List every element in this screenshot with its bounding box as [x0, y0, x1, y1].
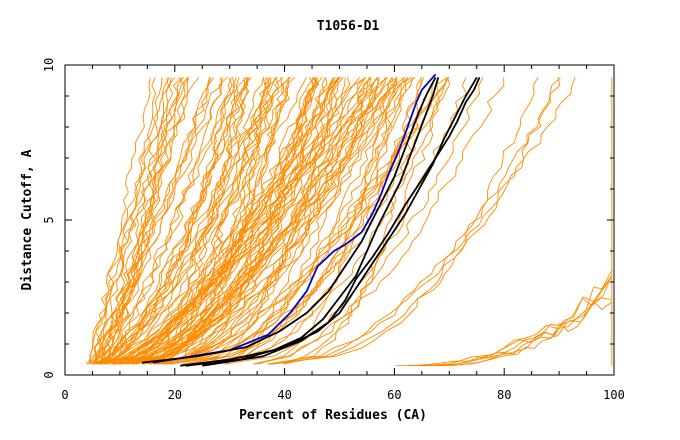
y-tick-label: 10	[42, 58, 56, 72]
x-tick-label: 20	[168, 388, 182, 402]
series-line-5	[202, 77, 481, 367]
model-curve	[97, 77, 290, 365]
model-curve	[100, 77, 271, 365]
x-tick-label: 100	[603, 388, 625, 402]
model-curve	[255, 77, 484, 365]
model-curve	[99, 77, 236, 365]
model-curve	[128, 77, 249, 365]
model-curve	[133, 77, 318, 365]
model-curve	[124, 77, 315, 365]
model-curve	[115, 77, 413, 365]
model-curve	[89, 77, 163, 365]
model-curve	[102, 77, 189, 365]
y-axis-label: Distance Cutoff, A	[20, 149, 35, 290]
series-line-2	[141, 76, 437, 364]
model-curve	[157, 77, 389, 365]
model-curve	[111, 77, 398, 365]
model-curve	[439, 276, 612, 367]
model-curve	[114, 77, 250, 365]
y-tick-label: 0	[42, 371, 56, 378]
model-curve	[91, 77, 210, 365]
model-curve	[147, 77, 291, 365]
model-curve	[170, 77, 416, 365]
model-curve	[407, 297, 612, 367]
model-curve	[95, 77, 283, 365]
model-curve	[189, 77, 340, 365]
model-curve	[144, 77, 273, 365]
series-line-3	[180, 77, 440, 367]
model-curve	[395, 270, 612, 367]
model-curve	[92, 77, 342, 365]
model-curve	[224, 77, 379, 365]
model-curve	[89, 77, 189, 365]
model-curve	[269, 77, 539, 365]
x-tick-label: 40	[277, 388, 291, 402]
series-line-1	[152, 73, 437, 364]
model-curve	[211, 77, 397, 365]
x-tick-label: 60	[387, 388, 401, 402]
model-curve	[112, 77, 224, 365]
model-curve	[433, 276, 612, 367]
model-curve	[211, 77, 346, 365]
model-curve	[105, 77, 271, 365]
model-curve	[422, 296, 612, 367]
x-axis-ticks: 0 20 40 60 80 100	[61, 65, 625, 402]
x-axis-label: Percent of Residues (CA)	[239, 408, 427, 423]
model-curve	[164, 77, 317, 365]
model-curve	[106, 77, 371, 365]
model-curve	[272, 77, 561, 365]
model-curve	[109, 77, 372, 365]
model-curve	[107, 77, 248, 365]
model-curve	[198, 77, 408, 365]
highlighted-model-curves	[141, 73, 481, 367]
model-curve	[130, 77, 246, 365]
model-curve	[194, 77, 450, 365]
y-tick-label: 5	[42, 216, 56, 223]
x-tick-label: 80	[497, 388, 511, 402]
model-curve	[102, 77, 280, 365]
model-curve	[121, 77, 409, 365]
model-curve	[114, 77, 405, 365]
model-curve	[104, 77, 367, 365]
model-curve	[104, 77, 240, 365]
model-curve	[117, 77, 328, 365]
model-curve	[96, 77, 189, 365]
model-curve	[103, 77, 185, 365]
series-line-4	[185, 76, 478, 367]
model-curve	[147, 77, 276, 365]
y-axis-ticks: 0 5 10	[42, 58, 614, 379]
model-curve	[166, 77, 406, 365]
model-curve	[418, 276, 612, 367]
model-curve	[142, 77, 393, 365]
model-curve	[282, 77, 576, 365]
x-tick-label: 0	[61, 388, 68, 402]
model-curve	[203, 77, 340, 365]
model-curve	[112, 77, 339, 365]
model-curve	[143, 77, 264, 365]
chart-title: T1056-D1	[317, 19, 380, 34]
model-curve	[109, 77, 212, 365]
model-curve	[270, 77, 425, 365]
model-curve	[149, 77, 437, 365]
model-curve	[95, 77, 386, 365]
model-curve	[100, 77, 372, 365]
model-curve	[111, 77, 339, 365]
model-curve	[156, 77, 270, 365]
orange-model-curves	[86, 77, 613, 367]
model-curve	[283, 77, 447, 365]
model-curve	[86, 77, 223, 365]
model-curve	[154, 77, 449, 365]
model-curve	[93, 77, 233, 365]
model-curve	[93, 77, 151, 365]
model-curve	[163, 77, 422, 365]
model-curve	[182, 77, 436, 365]
model-curve	[141, 77, 340, 365]
